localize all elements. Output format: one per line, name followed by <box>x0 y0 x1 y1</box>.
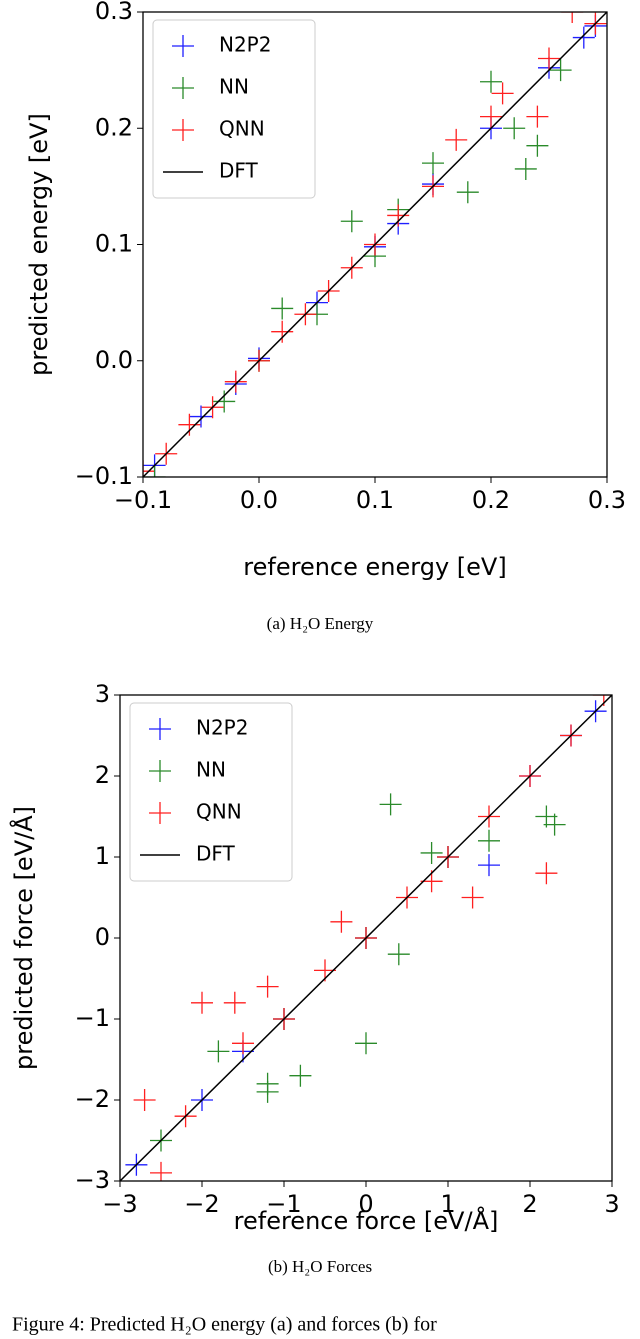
point <box>289 1064 312 1087</box>
point <box>271 320 294 343</box>
point <box>191 991 213 1014</box>
point <box>420 841 443 864</box>
legend-marker <box>172 119 194 141</box>
plot-area <box>120 695 612 1181</box>
point <box>223 991 246 1014</box>
x-axis-label: reference energy [eV] <box>243 553 506 581</box>
y-tick-label: −0.1 <box>75 462 133 490</box>
x-axis-label: reference force [eV/Å] <box>234 1206 499 1235</box>
point <box>340 210 363 233</box>
point <box>480 105 502 128</box>
y-tick-label: −1 <box>75 1004 110 1032</box>
point <box>572 26 595 49</box>
point <box>561 12 584 23</box>
point <box>491 82 514 105</box>
point <box>535 805 558 828</box>
x-tick-label: −1 <box>266 1190 301 1218</box>
point <box>256 975 279 998</box>
y-tick-label: 0.1 <box>95 230 133 258</box>
point <box>526 134 549 157</box>
point <box>549 59 572 82</box>
point <box>207 1040 230 1063</box>
legend-marker <box>149 802 171 824</box>
x-tick-label: −3 <box>102 1190 137 1218</box>
x-tick-label: 2 <box>522 1190 537 1218</box>
point <box>543 813 566 836</box>
legend-label: NN <box>219 75 249 99</box>
legend-label: QNN <box>219 117 265 141</box>
y-axis-label: predicted energy [eV] <box>25 113 53 376</box>
point <box>178 413 201 436</box>
point <box>143 460 154 477</box>
point <box>422 152 444 175</box>
x-tick-label: 3 <box>604 1190 619 1218</box>
point <box>379 793 402 816</box>
point <box>538 47 560 70</box>
caption: (a) H₂O Energy <box>267 614 374 633</box>
x-tick-label: 0.3 <box>588 486 626 514</box>
legend-label: NN <box>196 758 226 782</box>
point <box>271 297 294 320</box>
plot-area <box>143 12 607 477</box>
legend-label: N2P2 <box>219 33 271 57</box>
legend-label: DFT <box>196 842 236 866</box>
point <box>213 390 236 413</box>
point <box>514 157 537 180</box>
x-tick-label: 1 <box>440 1190 455 1218</box>
point <box>256 1080 279 1103</box>
point <box>478 829 500 852</box>
figure-caption: Figure 4: Predicted H₂O energy (a) and f… <box>12 1314 437 1336</box>
point <box>387 943 410 966</box>
x-tick-label: 0 <box>358 1190 373 1218</box>
point <box>456 181 479 204</box>
point <box>535 862 558 885</box>
y-tick-label: −3 <box>75 1166 110 1194</box>
point <box>445 128 468 151</box>
y-tick-label: 0.2 <box>95 113 133 141</box>
point <box>526 105 549 128</box>
y-tick-label: 3 <box>95 680 110 708</box>
point <box>478 854 500 877</box>
x-tick-label: 0.0 <box>240 486 278 514</box>
reference-line <box>143 12 607 477</box>
y-tick-label: 2 <box>95 761 110 789</box>
y-tick-label: 1 <box>95 842 110 870</box>
y-axis-label: predicted force [eV/Å] <box>9 806 38 1070</box>
point <box>224 370 247 393</box>
legend-box <box>152 19 316 199</box>
legend-box <box>129 702 293 882</box>
point <box>150 1161 172 1181</box>
caption: (b) H₂O Forces <box>268 1257 372 1276</box>
legend-marker <box>172 35 194 57</box>
x-tick-label: −0.1 <box>114 486 172 514</box>
y-tick-label: −2 <box>75 1085 110 1113</box>
point <box>330 910 353 933</box>
legend-label: N2P2 <box>196 716 248 740</box>
y-tick-label: 0 <box>95 923 110 951</box>
reference-line <box>120 695 612 1181</box>
point <box>355 1032 377 1055</box>
x-tick-label: −2 <box>184 1190 219 1218</box>
point <box>387 204 410 227</box>
point <box>461 886 484 909</box>
point <box>190 405 212 428</box>
x-tick-label: 0.2 <box>472 486 510 514</box>
legend-label: DFT <box>219 159 259 183</box>
point <box>480 70 502 93</box>
legend-marker <box>149 760 171 782</box>
point <box>503 117 526 140</box>
x-tick-label: 0.1 <box>356 486 394 514</box>
point <box>143 466 166 477</box>
legend-marker <box>172 77 194 99</box>
legend-label: QNN <box>196 800 242 824</box>
point <box>232 1032 254 1055</box>
y-tick-label: 0.3 <box>95 0 133 25</box>
point <box>133 1089 156 1111</box>
y-tick-label: 0.0 <box>95 346 133 374</box>
legend-marker <box>149 718 171 740</box>
